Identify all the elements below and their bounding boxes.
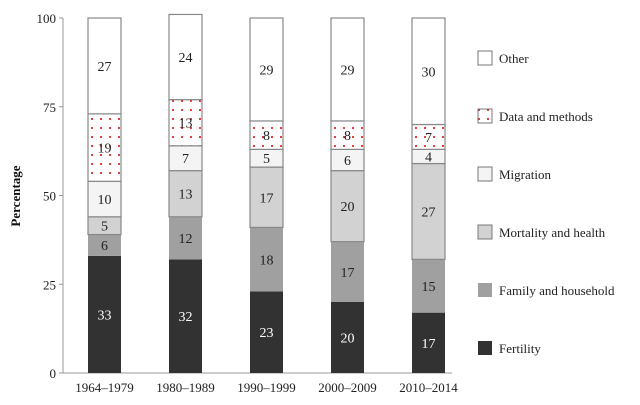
legend-swatch: [477, 50, 493, 66]
bar-segment: [249, 166, 284, 229]
bar-segment: [168, 13, 203, 101]
legend-swatch: [477, 166, 493, 182]
y-axis-label: Percentage: [8, 165, 23, 226]
bar-segment: [250, 291, 283, 373]
data-label: 18: [260, 253, 274, 268]
bar-segment: [411, 17, 446, 126]
legend-label: Fertility: [499, 341, 541, 356]
data-label: 32: [179, 310, 193, 325]
bar-segment: [168, 145, 203, 172]
data-label: 15: [422, 280, 436, 295]
bar-segment: [411, 162, 446, 261]
legend-swatch: [477, 108, 493, 124]
y-tick-label: 100: [37, 11, 57, 26]
data-label: 20: [341, 200, 355, 215]
bar-segment: [412, 259, 445, 313]
data-label: 5: [101, 220, 108, 235]
bar-segment: [249, 17, 284, 122]
data-label: 5: [263, 152, 270, 167]
data-label: 23: [260, 326, 274, 341]
data-label: 8: [344, 129, 351, 144]
x-tick-label: 1964–1979: [75, 380, 134, 395]
legend-label: Other: [499, 51, 529, 66]
legend-label: Mortality and health: [499, 225, 606, 240]
data-label: 7: [182, 152, 189, 167]
data-label: 29: [341, 63, 355, 78]
x-tick-label: 2000–2009: [318, 380, 377, 395]
data-label: 10: [98, 193, 112, 208]
data-label: 29: [260, 63, 274, 78]
legend-label: Data and methods: [499, 109, 593, 124]
data-label: 4: [425, 150, 432, 165]
data-label: 6: [101, 239, 108, 254]
legend-swatch: [477, 224, 493, 240]
bar-segment: [330, 17, 365, 122]
bar-segment: [331, 302, 364, 373]
bar-segment: [169, 216, 202, 260]
x-tick-label: 1990–1999: [237, 380, 296, 395]
data-label: 13: [179, 188, 193, 203]
x-tick-label: 1980–1989: [156, 380, 215, 395]
y-tick-label: 0: [50, 366, 57, 381]
data-label: 20: [341, 332, 355, 347]
data-label: 17: [260, 191, 274, 206]
bar-segment: [330, 170, 365, 243]
data-label: 19: [98, 142, 112, 157]
bar-segment: [87, 180, 122, 218]
data-label: 13: [179, 117, 193, 132]
data-label: 17: [422, 337, 436, 352]
legend-swatch: [478, 341, 492, 355]
legend-swatch: [478, 283, 492, 297]
bar-segment: [168, 99, 203, 147]
bar-segment: [87, 17, 122, 115]
data-label: 8: [263, 129, 270, 144]
bar-segment: [169, 259, 202, 373]
y-tick-label: 75: [43, 100, 56, 115]
bar-segment: [168, 170, 203, 218]
bar-segment: [330, 120, 365, 150]
data-label: 33: [98, 308, 112, 323]
bar-segment: [412, 312, 445, 373]
data-label: 7: [425, 131, 432, 146]
bar-segment: [331, 241, 364, 302]
legend-label: Migration: [499, 167, 551, 182]
y-tick-label: 50: [43, 189, 56, 204]
x-tick-label: 2010–2014: [399, 380, 458, 395]
data-label: 27: [422, 205, 436, 220]
data-label: 6: [344, 154, 351, 169]
bar-segment: [250, 227, 283, 292]
bar-segment: [88, 255, 121, 373]
y-tick-label: 25: [43, 277, 56, 292]
legend-label: Family and household: [499, 283, 615, 298]
bar-segment: [88, 234, 121, 256]
data-label: 27: [98, 60, 112, 75]
data-label: 12: [179, 232, 193, 247]
data-label: 30: [422, 65, 436, 80]
data-label: 17: [341, 266, 355, 281]
data-label: 24: [179, 51, 193, 66]
